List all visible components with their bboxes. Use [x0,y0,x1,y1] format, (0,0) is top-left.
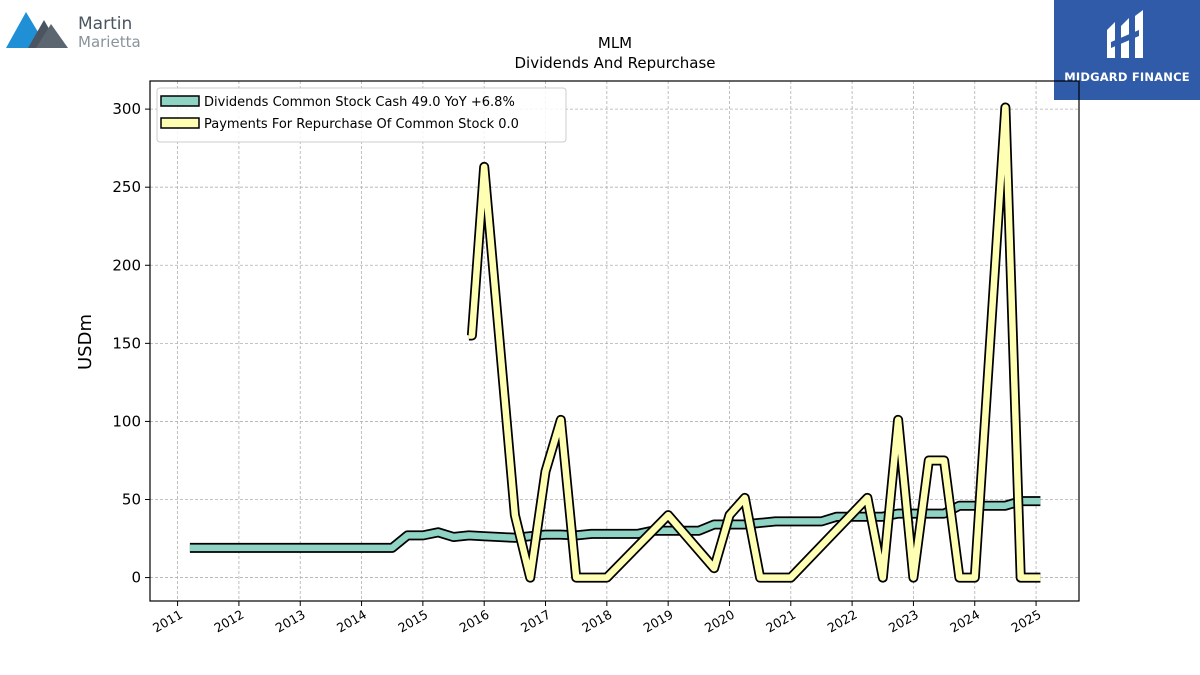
x-tick-label: 2016 [457,607,492,636]
legend-box [156,87,567,143]
legend-swatch [160,117,200,129]
y-axis-label: USDm [75,314,96,370]
x-tick-label: 2024 [947,607,982,636]
x-tick-label: 2014 [334,607,369,636]
x-tick-label: 2017 [518,607,553,636]
x-tick-label: 2020 [702,607,737,636]
y-tick-label: 150 [112,334,141,352]
legend-label: Dividends Common Stock Cash 49.0 YoY +6.… [204,95,515,110]
y-tick-label: 50 [122,490,141,508]
midgard-brand-name: MIDGARD FINANCE [1064,70,1190,84]
midgard-monogram-icon [1107,10,1143,58]
x-tick-label: 2022 [825,607,860,636]
brand-name-line2: Marietta [78,33,141,51]
series-lines [189,102,1041,583]
series-fill-line [468,104,1041,581]
chart-subtitle: Dividends And Repurchase [514,54,715,72]
x-tick-label: 2023 [886,607,921,636]
legend-swatch [160,95,200,107]
x-tick-label: 2015 [395,607,430,636]
x-tick-label: 2011 [150,607,185,636]
y-tick-label: 100 [112,412,141,430]
legend: Dividends Common Stock Cash 49.0 YoY +6.… [156,87,567,143]
y-tick-label: 300 [112,100,141,118]
x-tick-label: 2012 [211,607,246,636]
grid-lines [150,81,1079,601]
chart-title: MLM [598,34,632,52]
x-tick-label: 2018 [579,607,614,636]
x-tick-label: 2013 [273,607,308,636]
legend-label: Payments For Repurchase Of Common Stock … [204,117,519,132]
series-1-line [189,496,1041,553]
y-tick-label: 200 [112,256,141,274]
y-tick-label: 0 [131,569,141,587]
brand-name-line1: Martin [78,14,133,34]
series-outline [466,102,1041,583]
series-2-line [466,102,1041,583]
x-tick-label: 2021 [763,607,798,636]
mountain-logo-icon [6,12,68,48]
y-tick-label: 250 [112,178,141,196]
martin-marietta-logo: Martin Marietta [6,4,166,52]
plot-frame [149,80,1080,602]
midgard-finance-logo: MIDGARD FINANCE [1054,0,1200,100]
x-tick-label: 2019 [641,607,676,636]
x-tick-label: 2025 [1009,607,1044,636]
series-fill-line [189,497,1041,552]
